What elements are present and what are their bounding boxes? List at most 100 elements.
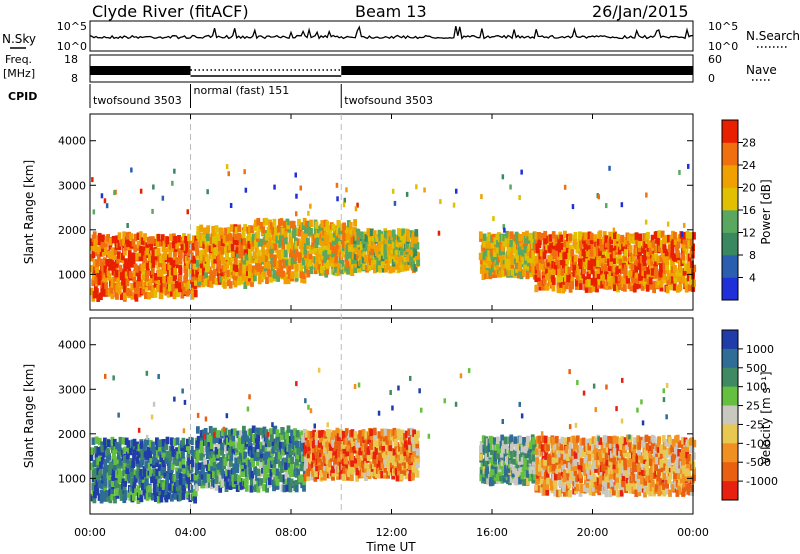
range-gate-cell — [641, 481, 646, 489]
range-gate-cell — [283, 276, 288, 285]
range-gate-cell — [650, 446, 655, 454]
range-gate-cell — [177, 278, 182, 287]
range-gate-cell — [640, 473, 645, 481]
range-gate-cell — [273, 425, 278, 434]
range-gate-cell — [169, 257, 174, 266]
range-gate-cell — [534, 483, 539, 491]
range-gate-cell — [396, 428, 401, 437]
range-gate-cell — [673, 264, 677, 273]
range-gate-cell — [376, 258, 381, 266]
range-gate-cell — [670, 444, 675, 453]
range-gate-cell — [484, 453, 489, 461]
range-gate-cell — [90, 462, 94, 471]
range-gate-cell — [529, 269, 534, 278]
range-gate-cell — [645, 468, 650, 476]
range-gate-cell — [523, 462, 528, 470]
sparse-echo — [620, 202, 624, 208]
range-gate-cell — [280, 251, 285, 259]
sparse-echo — [423, 187, 426, 193]
range-gate-cell — [223, 268, 228, 276]
range-gate-cell — [130, 282, 134, 291]
range-gate-cell — [359, 438, 364, 447]
range-gate-cell — [148, 236, 153, 244]
range-gate-cell — [591, 442, 596, 450]
range-gate-cell — [169, 437, 174, 445]
range-gate-cell — [509, 231, 514, 239]
range-gate-cell — [594, 485, 599, 494]
range-gate-cell — [594, 465, 598, 473]
sparse-echo — [309, 408, 313, 414]
range-gate-cell — [542, 251, 547, 260]
range-gate-cell — [565, 257, 570, 265]
range-gate-cell — [113, 274, 118, 282]
range-gate-cell — [646, 458, 651, 466]
range-gate-cell — [114, 269, 119, 278]
range-gate-cell — [550, 440, 555, 449]
range-gate-cell — [187, 287, 192, 295]
range-gate-cell — [638, 281, 643, 289]
range-gate-cell — [627, 465, 632, 473]
range-gate-cell — [145, 452, 150, 460]
range-gate-cell — [354, 456, 358, 464]
range-gate-cell — [190, 455, 194, 464]
range-gate-cell — [303, 235, 308, 244]
range-gate-cell — [232, 463, 237, 471]
range-gate-cell — [141, 253, 145, 261]
range-gate-cell — [639, 256, 644, 264]
range-gate-cell — [257, 224, 262, 232]
range-gate-cell — [641, 246, 645, 254]
range-gate-cell — [162, 275, 167, 284]
range-gate-cell — [406, 229, 410, 237]
range-gate-cell — [176, 451, 181, 459]
range-gate-cell — [383, 456, 387, 464]
range-gate-cell — [312, 437, 317, 445]
range-gate-cell — [278, 259, 283, 268]
range-gate-cell — [110, 247, 115, 255]
range-gate-cell — [602, 445, 607, 454]
cpid-label: CPID — [8, 90, 37, 103]
range-gate-cell — [219, 252, 224, 261]
range-gate-cell — [660, 444, 664, 452]
range-gate-cell — [289, 447, 294, 456]
range-gate-cell — [586, 466, 590, 474]
range-gate-cell — [201, 429, 206, 437]
range-gate-cell — [308, 246, 313, 254]
range-gate-cell — [605, 439, 610, 448]
range-gate-cell — [98, 272, 103, 281]
range-gate-cell — [295, 263, 299, 272]
range-gate-cell — [560, 452, 565, 461]
range-gate-cell — [383, 428, 388, 436]
sparse-echo — [467, 368, 471, 374]
range-gate-cell — [500, 458, 505, 466]
range-gate-cell — [410, 427, 414, 436]
range-gate-cell — [124, 243, 128, 251]
sparse-echo — [420, 407, 423, 413]
range-gate-cell — [567, 462, 572, 470]
range-gate-cell — [279, 218, 284, 226]
range-gate-cell — [350, 444, 354, 453]
range-gate-cell — [507, 262, 512, 271]
range-gate-cell — [126, 440, 131, 448]
range-gate-cell — [276, 267, 281, 276]
range-gate-cell — [557, 261, 562, 269]
range-gate-cell — [496, 245, 500, 253]
range-gate-cell — [598, 437, 603, 445]
range-gate-cell — [490, 478, 495, 486]
range-gate-cell — [256, 264, 261, 272]
range-gate-cell — [344, 456, 349, 465]
range-gate-cell — [578, 231, 582, 239]
range-gate-cell — [557, 275, 561, 283]
range-gate-cell — [342, 465, 347, 473]
sparse-echo — [452, 202, 456, 208]
range-gate-cell — [668, 472, 673, 480]
range-gate-cell — [268, 236, 273, 245]
range-gate-cell — [196, 231, 200, 239]
range-gate-cell — [484, 271, 488, 279]
range-gate-cell — [191, 449, 196, 458]
range-gate-cell — [357, 248, 361, 256]
range-gate-cell — [159, 291, 164, 299]
sparse-echo — [295, 211, 298, 217]
range-gate-cell — [553, 262, 558, 270]
range-gate-cell — [160, 234, 165, 242]
range-gate-cell — [541, 264, 546, 272]
